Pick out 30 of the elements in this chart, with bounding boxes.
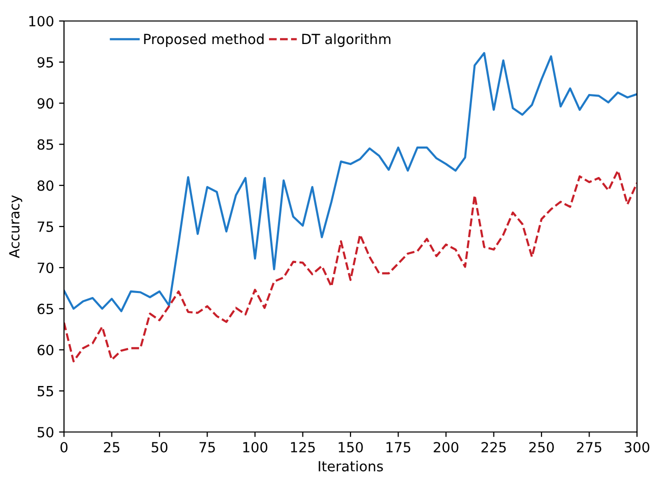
x-tick-label: 225 [482,442,506,452]
y-tick-label: 70 [38,262,54,274]
x-tick-label: 125 [291,442,315,452]
x-tick-label: 200 [434,442,458,452]
line-series [64,170,637,362]
line-series [64,52,637,312]
legend-label: DT algorithm [302,34,390,47]
y-tick-label: 65 [38,304,54,314]
y-tick-label: 80 [38,180,54,191]
y-tick-label: 60 [38,344,54,356]
y-tick-label: 50 [38,426,54,438]
x-tick-label: 100 [243,442,268,452]
x-axis-title: Iterations [318,460,383,472]
y-tick-label: 90 [37,98,54,109]
legend-label: Proposed method [144,34,264,47]
x-tick-label: 175 [386,442,410,452]
y-tick-label: 75 [38,222,54,232]
x-tick-label: 250 [529,442,554,452]
y-tick-label: 95 [37,57,54,68]
x-tick-label: 25 [104,442,120,452]
x-tick-label: 300 [624,442,650,452]
y-tick-label: 100 [29,16,54,26]
x-tick-label: 0 [60,442,68,452]
y-axis-title: Accuracy [9,195,22,258]
x-tick-label: 150 [338,442,363,452]
x-tick-label: 275 [577,442,602,452]
x-tick-label: 75 [200,442,215,452]
y-tick-label: 55 [38,386,54,396]
x-tick-label: 50 [152,442,168,452]
y-tick-label: 85 [38,139,54,150]
